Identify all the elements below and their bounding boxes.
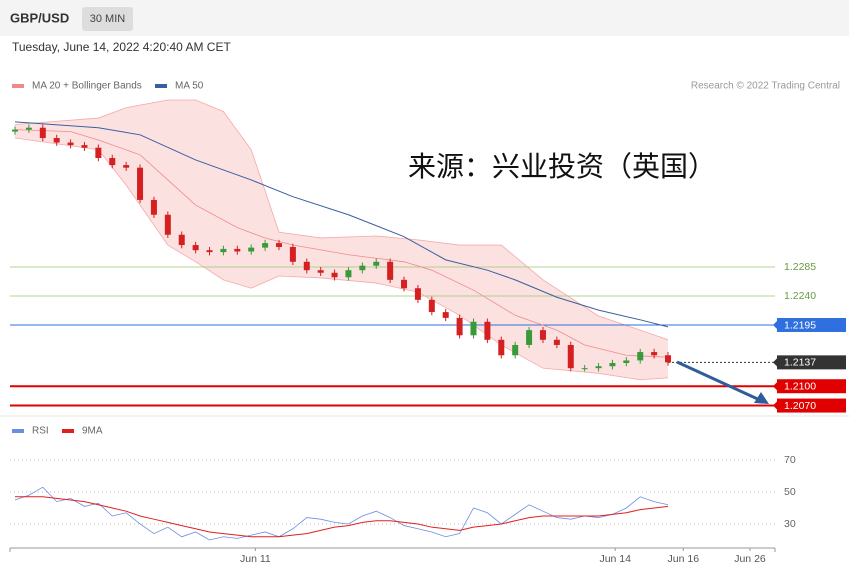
candle-body (456, 317, 463, 336)
candle-body (262, 243, 269, 248)
source: Research © 2022 Trading Central (691, 81, 840, 92)
candle-body (665, 355, 672, 363)
candle-body (67, 142, 74, 146)
candle-body (651, 352, 658, 356)
candle-body (539, 330, 546, 340)
forecast-arrow (676, 360, 763, 403)
candle-body (512, 344, 519, 356)
level-label-tip (773, 401, 777, 410)
level-label-box (777, 398, 846, 413)
level-label-tip (773, 358, 777, 367)
candle-body (567, 344, 574, 369)
candle-body (414, 288, 421, 300)
candle-body (359, 265, 366, 271)
level-label-box (777, 379, 846, 394)
legend-swatch (155, 84, 167, 88)
x-tick-label: Jun 11 (240, 553, 271, 565)
candle-body (484, 321, 491, 340)
band-fill (15, 100, 669, 380)
candle-body (137, 167, 144, 200)
candle-body (637, 352, 644, 361)
band-upper (14, 99, 669, 341)
candle-body (150, 199, 157, 215)
candle-body (53, 138, 60, 143)
level-label: 1.2195 (784, 319, 816, 331)
level-label-box (777, 317, 846, 332)
level-label-tip (773, 382, 777, 391)
candle-body (623, 360, 630, 364)
x-tick-label: Jun 16 (668, 553, 700, 565)
indicator-line (15, 496, 669, 538)
candle-body (317, 270, 324, 273)
legend-swatch (12, 84, 24, 88)
candle-body (428, 299, 435, 313)
candle-body (345, 270, 352, 278)
level-label: 1.2240 (784, 290, 816, 302)
y-tick-label: 70 (784, 454, 796, 466)
candle-body (275, 243, 282, 247)
candle-body (595, 366, 602, 369)
candle-body (109, 158, 116, 166)
legend-swatch (62, 429, 74, 433)
candle-body (248, 247, 255, 252)
level-label-tip (773, 320, 777, 329)
level-label: 1.2285 (784, 261, 816, 273)
ma-line (14, 121, 669, 328)
y-tick-label: 30 (784, 518, 796, 530)
candle-body (192, 245, 199, 251)
datetime: Tuesday, June 14, 2022 4:20:40 AM CET (12, 40, 231, 54)
annotation: 来源：兴业投资（英国） (408, 150, 716, 183)
interval: 30 MIN (90, 13, 126, 25)
candle-body (498, 339, 505, 356)
y-tick-label: 50 (784, 486, 796, 498)
x-tick-label: Jun 14 (599, 553, 631, 565)
candle-body (470, 321, 477, 336)
interval-badge[interactable] (82, 7, 133, 31)
candle-body (442, 312, 449, 318)
candle-body (220, 248, 227, 253)
candle-body (401, 279, 408, 289)
candle-body (581, 368, 588, 370)
ma-line (14, 129, 669, 358)
band-lower (14, 137, 669, 381)
legend-label: MA 50 (175, 81, 204, 92)
candle-body (289, 246, 296, 262)
candle-body (331, 272, 338, 278)
x-tick-label: Jun 26 (734, 553, 766, 565)
plot-layer: MA 20 + Bollinger Bands MA 50 1.2285 1.2240… (9, 81, 846, 565)
candle-body (206, 250, 213, 253)
legend-swatch (12, 429, 24, 433)
legend-label: 9MA (82, 426, 103, 437)
arrow-head (754, 392, 769, 404)
indicator-line (14, 486, 669, 541)
level-label: 1.2070 (784, 400, 816, 412)
candle-body (234, 248, 241, 252)
candle-body (123, 165, 130, 168)
level-label: 1.2100 (784, 380, 816, 392)
level-label: 1.2137 (784, 357, 816, 369)
candle-body (526, 330, 533, 345)
candle-body (553, 339, 560, 345)
candle-body (178, 234, 185, 246)
candle-body (12, 129, 18, 132)
candle-body (164, 214, 171, 235)
candle-body (609, 363, 616, 367)
candle-body (387, 261, 394, 280)
candle-body (303, 261, 310, 271)
legend-label: RSI (32, 426, 49, 437)
legend-label: MA 20 + Bollinger Bands (32, 81, 142, 92)
symbol: GBP/USD (10, 10, 69, 25)
candle-body (81, 145, 88, 148)
candle-body (39, 127, 46, 139)
candle-body (95, 147, 102, 159)
candle-body (25, 127, 32, 130)
level-label-box (777, 355, 846, 370)
header-bar (0, 0, 849, 36)
candle-body (373, 261, 380, 266)
